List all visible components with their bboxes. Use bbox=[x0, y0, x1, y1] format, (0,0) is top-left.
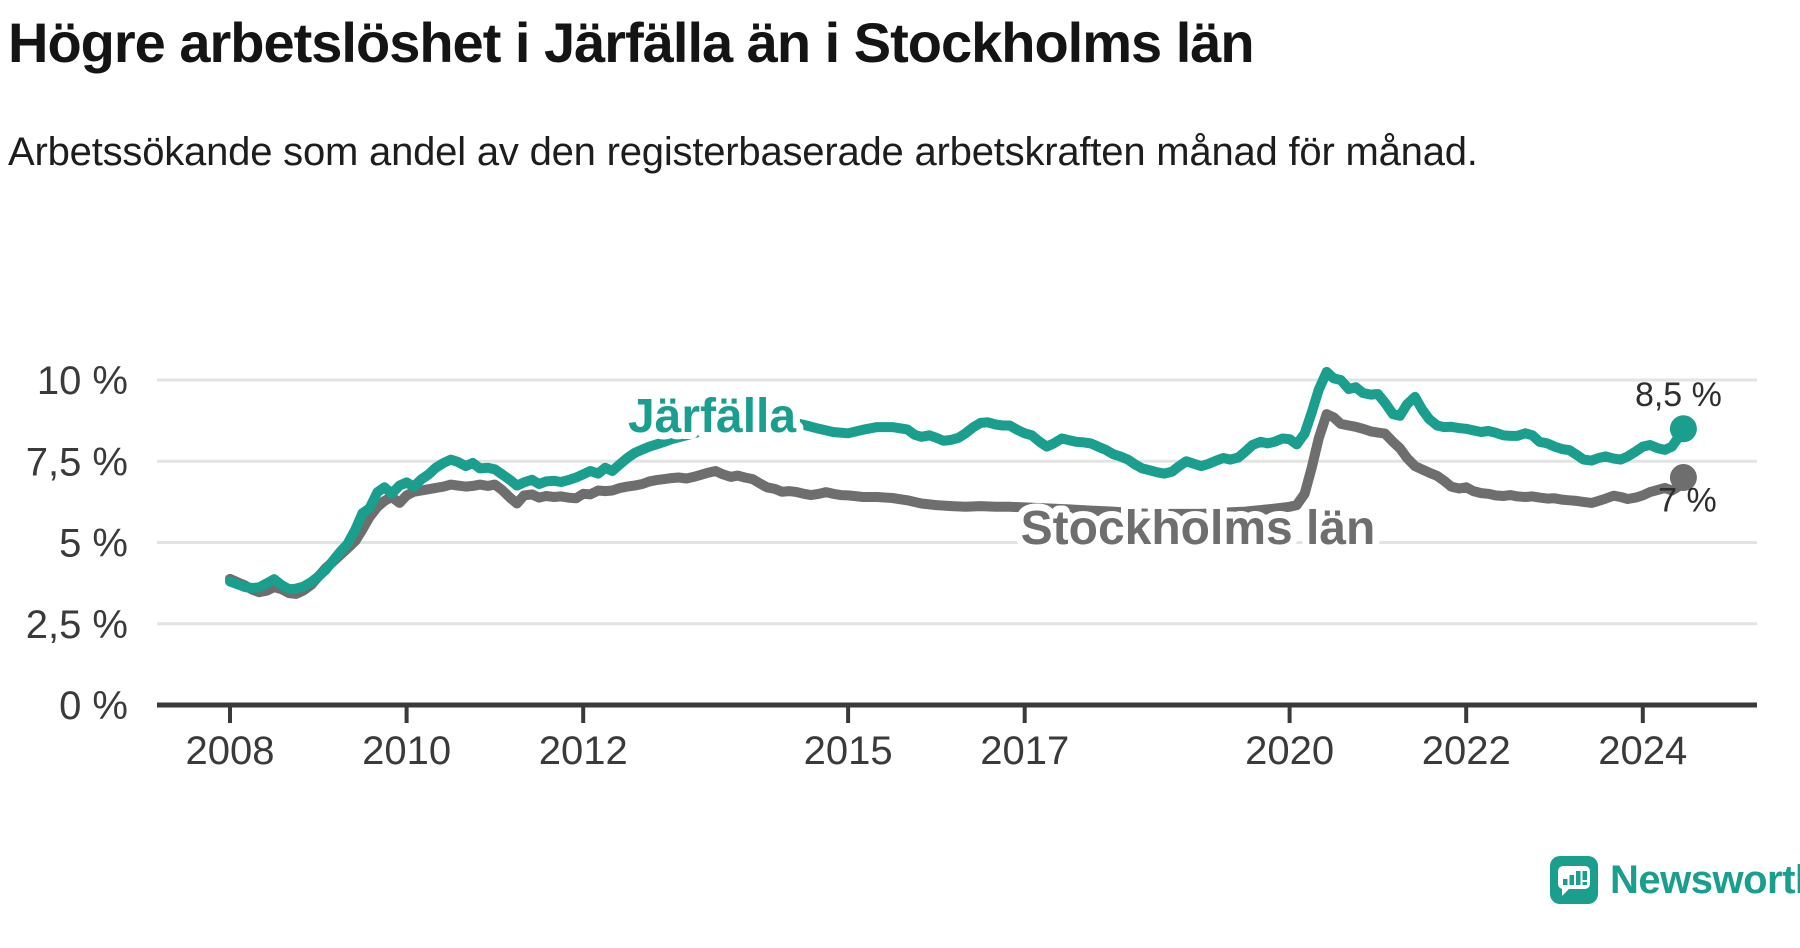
x-tick-label: 2015 bbox=[804, 729, 893, 773]
y-tick-label: 5 % bbox=[59, 522, 128, 566]
y-tick-label: 2,5 % bbox=[26, 603, 128, 647]
end-dot-stockholms-lan bbox=[1669, 464, 1697, 491]
page-subtitle: Arbetssökande som andel av den registerb… bbox=[8, 130, 1478, 174]
x-tick-label: 2020 bbox=[1245, 729, 1334, 773]
end-value-label-stockholms-lan: 7 % bbox=[1658, 482, 1717, 520]
x-tick-label: 2022 bbox=[1422, 729, 1511, 773]
newsworthy-logo-text: Newsworthy bbox=[1610, 857, 1800, 902]
x-tick-label: 2012 bbox=[539, 729, 628, 773]
y-tick-label: 7,5 % bbox=[26, 440, 128, 484]
x-tick-label: 2017 bbox=[980, 729, 1069, 773]
x-tick-label: 2008 bbox=[186, 729, 275, 773]
y-tick-label: 0 % bbox=[59, 684, 128, 728]
newsworthy-logo-icon bbox=[1550, 856, 1598, 904]
end-dot-jarfalla bbox=[1669, 415, 1697, 443]
series-line-stockholms-lan bbox=[225, 409, 1689, 599]
series-label-stockholms-lan: Stockholms län bbox=[1021, 502, 1376, 555]
y-tick-label: 10 % bbox=[37, 359, 128, 403]
x-tick-label: 2010 bbox=[362, 729, 451, 773]
series-line-jarfalla bbox=[225, 366, 1689, 595]
newsworthy-logo: Newsworthy bbox=[1550, 856, 1800, 904]
series-label-jarfalla: Järfälla bbox=[628, 390, 796, 443]
end-value-label-jarfalla: 8,5 % bbox=[1635, 376, 1722, 414]
x-tick-label: 2024 bbox=[1598, 729, 1687, 773]
page-title: Högre arbetslöshet i Järfälla än i Stock… bbox=[8, 11, 1255, 74]
